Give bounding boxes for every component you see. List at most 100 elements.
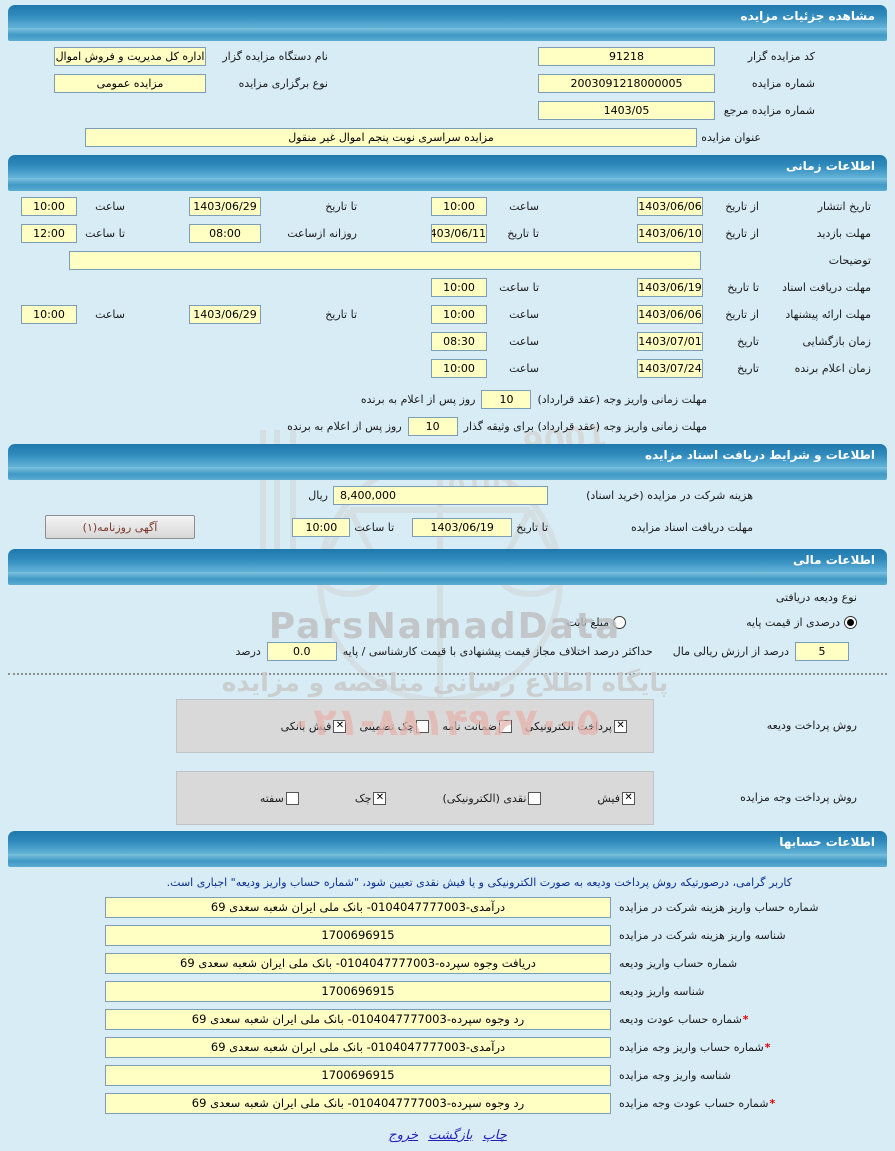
max-diff-label: حداکثر درصد اختلاف مجاز قیمت پیشنهادی با…	[342, 645, 653, 658]
checkbox-checked-icon[interactable]	[614, 719, 627, 733]
payment-wait-guarantor-label: مهلت زمانی واریز وجه (عقد قرارداد) برای …	[463, 420, 707, 433]
visit-to-date-field[interactable]: 1403/06/11	[431, 224, 487, 243]
opening-hour-field[interactable]: 08:30	[431, 332, 487, 351]
section-header-timing: اطلاعات زمانی	[8, 155, 887, 178]
doc-deadline-date-field[interactable]: 1403/06/19	[637, 278, 703, 297]
agency-name-label: نام دستگاه مزایده گزار	[222, 50, 328, 63]
doc-deadline-hour-field[interactable]: 10:00	[431, 278, 487, 297]
max-diff-value-field[interactable]: 0.0	[266, 642, 337, 661]
publish-to-date-field[interactable]: 1403/06/29	[189, 197, 261, 216]
checkbox-unchecked-icon[interactable]	[528, 791, 542, 805]
visit-to-hour-field[interactable]: 12:00	[21, 224, 77, 243]
radio-fixed-label: مبلغ ثابت	[566, 616, 610, 629]
checkbox-receipt[interactable]: فیش	[597, 791, 635, 805]
radio-percent-label: درصدی از قیمت پایه	[746, 616, 840, 629]
checkbox-unchecked-icon[interactable]	[416, 719, 430, 733]
payment-wait-suffix: روز پس از اعلام به برنده	[287, 420, 402, 433]
offer-to-hour-field[interactable]: 10:00	[21, 305, 77, 324]
hour-label: ساعت	[95, 200, 125, 213]
publish-to-hour-field[interactable]: 10:00	[21, 197, 77, 216]
checkbox-cheque[interactable]: چک	[355, 791, 387, 805]
auction-payment-method-row: روش پرداخت وجه مزایده فیش نقدی (الکترونی…	[8, 771, 887, 825]
checkbox-checked-icon[interactable]	[373, 791, 387, 805]
checkbox-cash-electronic[interactable]: نقدی (الکترونیکی)	[442, 791, 542, 805]
payment-wait-days-field[interactable]: 10	[481, 390, 532, 409]
auction-code-field[interactable]: 91218	[538, 47, 715, 66]
deposit-account-field[interactable]: دریافت وجوه سپرده-0104047777003- بانک مل…	[105, 953, 611, 974]
percent-value-field[interactable]: 5	[795, 642, 849, 661]
agency-name-field[interactable]: اداره کل مدیریت و فروش اموال	[54, 47, 206, 66]
publish-from-date-field[interactable]: 1403/06/06	[637, 197, 703, 216]
doc-deadline-hour-field[interactable]: 10:00	[292, 517, 351, 537]
section-title: اطلاعات و شرایط دریافت اسناد مزایده	[644, 448, 875, 462]
checkbox-guarantee-letter[interactable]: ضمانت نامه	[442, 719, 512, 733]
deposit-id-field[interactable]: 1700696915	[105, 981, 611, 1002]
payment-wait-guarantor-days-field[interactable]: 10	[407, 417, 458, 436]
radio-percent-of-base-price[interactable]	[844, 616, 857, 629]
timing-row-visit: مهلت بازدید از تاریخ 1403/06/10 تا تاریخ…	[8, 224, 887, 243]
cost-deposit-account-field[interactable]: درآمدی-0104047777003- بانک ملی ایران شعب…	[105, 897, 611, 918]
opening-time-label: زمان بازگشایی	[802, 335, 872, 348]
checkbox-label: فیش	[597, 791, 620, 805]
checkbox-label: نقدی (الکترونیکی)	[442, 791, 527, 805]
account-row-required: شماره حساب واریز وجه مزایده درآمدی-01040…	[8, 1037, 887, 1058]
auction-payment-id-field[interactable]: 1700696915	[105, 1065, 611, 1086]
daily-from-hour-label: روزانه ازساعت	[287, 227, 357, 240]
to-hour-label: تا ساعت	[85, 227, 125, 240]
hour-label: ساعت	[509, 308, 539, 321]
participation-cost-label: هزینه شرکت در مزایده (خرید اسناد)	[586, 489, 753, 502]
to-date-label: تا تاریخ	[727, 281, 759, 294]
checkbox-unchecked-icon[interactable]	[499, 719, 512, 733]
winner-hour-field[interactable]: 10:00	[431, 359, 487, 378]
date-label: تاریخ	[737, 335, 759, 348]
auction-payment-account-label: شماره حساب واریز وجه مزایده	[611, 1041, 861, 1054]
doc-deadline-date-field[interactable]: 1403/06/19	[412, 517, 513, 537]
to-date-label: تا تاریخ	[516, 520, 548, 534]
checkbox-electronic-payment[interactable]: پرداخت الکترونیکی	[525, 719, 627, 733]
newspaper-ad-button[interactable]: آگهی روزنامه(۱)	[45, 515, 195, 539]
back-link[interactable]: بازگشت	[428, 1128, 473, 1143]
checkbox-bank-receipt[interactable]: فیش بانکی	[281, 719, 347, 733]
checkbox-promissory-note[interactable]: سفته	[259, 791, 299, 805]
auction-title-field[interactable]: مزایده سراسری نوبت پنجم اموال غیر منقول	[85, 128, 697, 147]
auction-type-field[interactable]: مزایده عمومی	[54, 74, 206, 93]
auction-payment-account-field[interactable]: درآمدی-0104047777003- بانک ملی ایران شعب…	[105, 1037, 611, 1058]
percent-unit-label: درصد	[235, 645, 261, 658]
auction-number-field[interactable]: 2003091218000005	[538, 74, 715, 93]
radio-fixed-amount[interactable]	[613, 616, 627, 629]
hour-label: ساعت	[509, 200, 539, 213]
visit-from-hour-field[interactable]: 08:00	[189, 224, 261, 243]
from-date-label: از تاریخ	[725, 200, 759, 213]
checkbox-label: پرداخت الکترونیکی	[525, 719, 612, 733]
timing-row-winner: زمان اعلام برنده تاریخ 1403/07/24 ساعت 1…	[8, 359, 887, 378]
offer-from-hour-field[interactable]: 10:00	[431, 305, 487, 324]
timing-row-publish: تاریخ انتشار از تاریخ 1403/06/06 ساعت 10…	[8, 197, 887, 216]
opening-date-field[interactable]: 1403/07/01	[637, 332, 703, 351]
cost-deposit-id-field[interactable]: 1700696915	[105, 925, 611, 946]
checkbox-checked-icon[interactable]	[622, 791, 635, 805]
auction-return-account-field[interactable]: رد وجوه سپرده-0104047777003- بانک ملی ای…	[105, 1093, 611, 1114]
offer-to-date-field[interactable]: 1403/06/29	[189, 305, 261, 324]
print-link[interactable]: چاپ	[482, 1128, 507, 1143]
description-label: توضیحات	[828, 254, 871, 267]
exit-link[interactable]: خروج	[388, 1128, 419, 1143]
doc-deadline-label: مهلت دریافت اسناد مزایده	[630, 520, 753, 534]
description-field[interactable]	[69, 251, 701, 270]
reference-number-label: شماره مزایده مرجع	[723, 104, 815, 117]
checkbox-checked-icon[interactable]	[333, 719, 347, 733]
checkbox-unchecked-icon[interactable]	[285, 791, 299, 805]
account-row: شناسه واریز هزینه شرکت در مزایده 1700696…	[8, 925, 887, 946]
section-title: اطلاعات مالی	[792, 553, 875, 567]
publish-from-hour-field[interactable]: 10:00	[431, 197, 487, 216]
auction-payment-method-label: روش پرداخت وجه مزایده	[740, 791, 857, 804]
deposit-return-account-field[interactable]: رد وجوه سپرده-0104047777003- بانک ملی ای…	[105, 1009, 611, 1030]
participation-cost-field[interactable]: 8,400,000	[333, 486, 548, 505]
winner-date-field[interactable]: 1403/07/24	[637, 359, 703, 378]
section-strip	[8, 178, 887, 191]
reference-number-field[interactable]: 1403/05	[538, 101, 715, 120]
visit-from-date-field[interactable]: 1403/06/10	[637, 224, 703, 243]
checkbox-guaranteed-cheque[interactable]: چک تضمینی	[359, 719, 430, 733]
checkbox-label: ضمانت نامه	[442, 719, 497, 733]
offer-from-date-field[interactable]: 1403/06/06	[637, 305, 703, 324]
checkbox-label: سفته	[259, 791, 284, 805]
